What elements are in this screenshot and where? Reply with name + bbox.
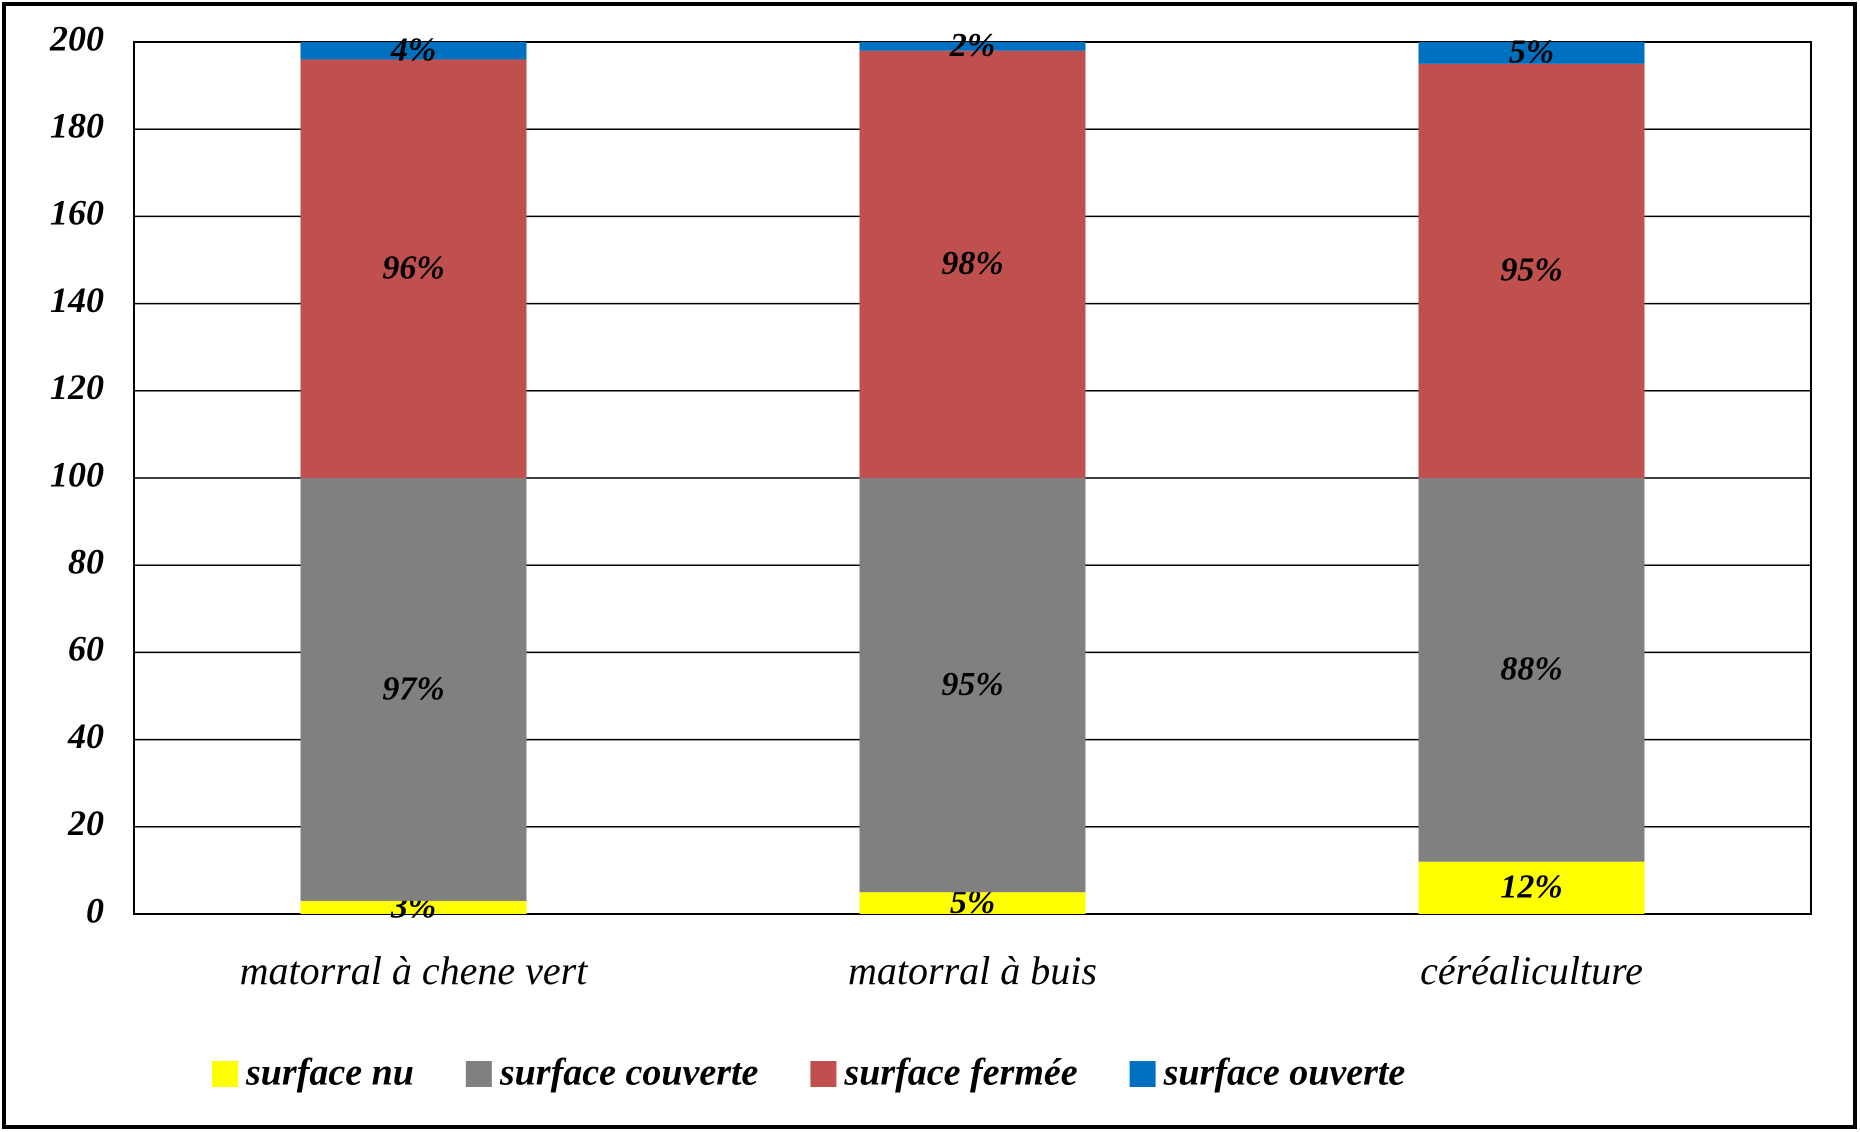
legend-label: surface nu: [245, 1052, 414, 1094]
y-tick-label: 80: [68, 541, 104, 581]
data-label: 88%: [1500, 651, 1562, 688]
y-tick-label: 140: [50, 280, 104, 320]
y-tick-label: 40: [67, 716, 104, 756]
data-label: 12%: [1500, 869, 1562, 906]
data-label: 95%: [941, 666, 1003, 703]
legend-label: surface fermée: [843, 1052, 1077, 1094]
legend-label: surface couverte: [499, 1052, 759, 1094]
bar-segment: [859, 478, 1086, 893]
data-label: 97%: [382, 670, 444, 707]
data-label: 2%: [949, 27, 995, 64]
y-tick-label: 100: [50, 454, 104, 494]
x-tick-label: matorral à chene vert: [240, 948, 589, 993]
bar-segment: [300, 42, 527, 60]
y-tick-label: 200: [49, 18, 104, 58]
bar-segment: [859, 50, 1086, 478]
bar-segment: [1418, 861, 1645, 914]
data-label: 5%: [1509, 34, 1554, 71]
y-tick-label: 180: [50, 105, 104, 145]
y-tick-label: 60: [68, 629, 104, 669]
data-label: 4%: [390, 32, 436, 69]
y-tick-label: 160: [50, 193, 104, 233]
bar-segment: [300, 478, 527, 901]
legend-swatch: [1129, 1061, 1156, 1087]
bar-segment: [300, 59, 527, 478]
legend-swatch: [212, 1061, 238, 1087]
bar-segment: [1418, 478, 1645, 862]
x-tick-label: céréaliculture: [1420, 948, 1643, 993]
bar-segment: [859, 42, 1086, 51]
data-label: 96%: [382, 250, 444, 287]
legend-swatch: [465, 1061, 492, 1087]
data-label: 98%: [941, 245, 1003, 282]
data-label: 95%: [1500, 252, 1562, 289]
bar-segment: [300, 900, 527, 914]
bar-segment: [1418, 63, 1645, 479]
legend-label: surface ouverte: [1163, 1052, 1406, 1094]
y-tick-label: 0: [86, 890, 104, 930]
legend-swatch: [810, 1061, 837, 1087]
bar-segment: [859, 892, 1086, 914]
bar-segment: [1418, 42, 1645, 64]
x-tick-label: matorral à buis: [848, 948, 1097, 993]
y-tick-label: 20: [67, 803, 104, 843]
y-tick-label: 120: [50, 367, 104, 407]
